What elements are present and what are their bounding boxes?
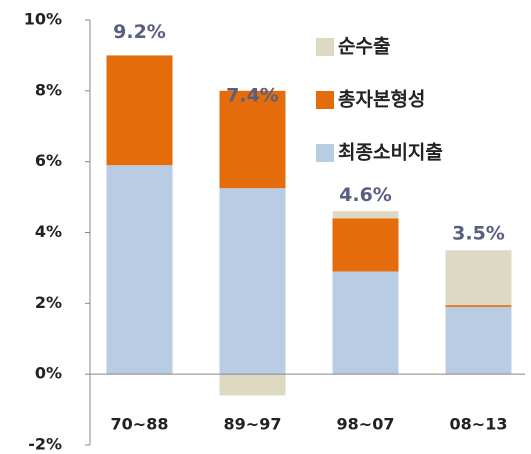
bar-segment — [445, 305, 512, 307]
total-label: 7.4% — [226, 85, 279, 107]
bar-segment — [106, 165, 173, 375]
bar-segment — [106, 55, 173, 166]
y-tick-label: 0% — [35, 364, 62, 383]
y-tick-label: 10% — [24, 10, 62, 29]
bar-segment — [332, 271, 399, 375]
x-tick-label: 89~97 — [224, 415, 282, 434]
x-tick-label: 08~13 — [450, 415, 508, 434]
y-tick-label: 4% — [35, 222, 62, 241]
y-tick-label: -2% — [28, 435, 62, 454]
y-tick-label: 8% — [35, 80, 62, 99]
x-tick-label: 98~07 — [337, 415, 395, 434]
legend-swatch — [316, 91, 334, 109]
bar-segment — [445, 306, 512, 375]
bar-segment — [332, 218, 399, 272]
legend-swatch — [316, 38, 334, 56]
bar-segment — [332, 211, 399, 219]
legend-label: 총자본형성 — [338, 89, 425, 111]
bar-segment — [219, 374, 286, 396]
y-tick-label: 2% — [35, 293, 62, 312]
bar-segment — [219, 188, 286, 375]
total-label: 4.6% — [339, 184, 392, 206]
total-label: 3.5% — [452, 223, 505, 245]
x-tick-label: 70~88 — [111, 415, 169, 434]
bar-segment — [445, 250, 512, 306]
bar-segment — [219, 90, 286, 189]
legend-label: 순수출 — [338, 36, 390, 58]
y-tick-label: 6% — [35, 151, 62, 170]
legend-swatch — [316, 144, 334, 162]
legend-label: 최종소비지출 — [338, 142, 443, 164]
total-label: 9.2% — [113, 21, 166, 43]
